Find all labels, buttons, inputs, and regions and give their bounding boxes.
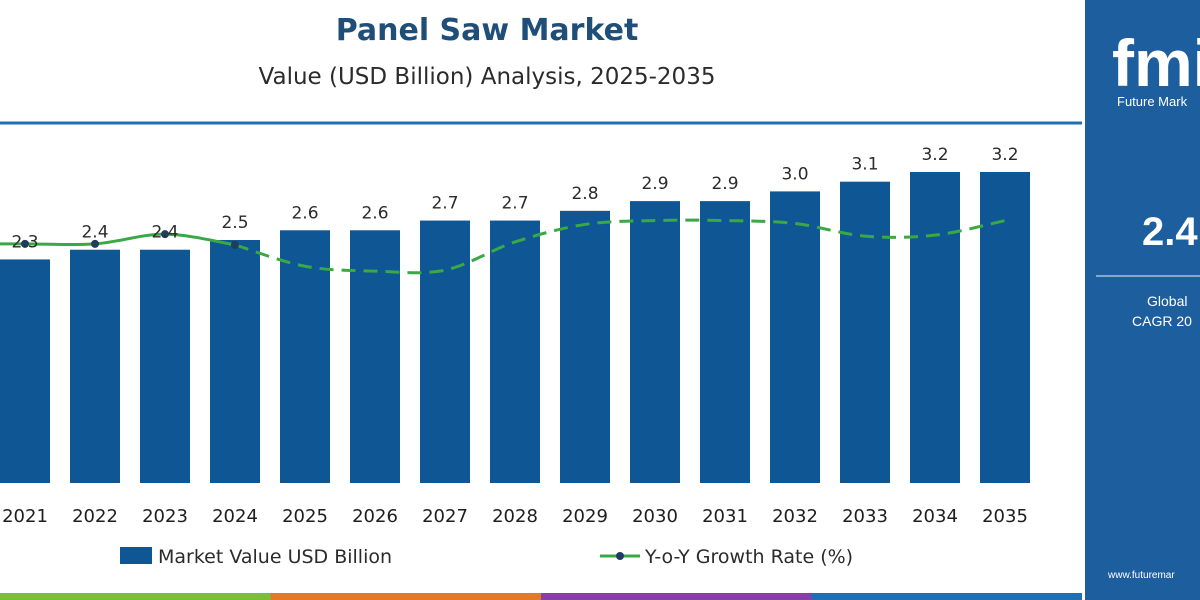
- bar-2028: [490, 220, 540, 483]
- bar-2034: [910, 171, 960, 483]
- data-label-2025: 2.6: [291, 203, 318, 223]
- x-tick-2024: 2024: [212, 506, 258, 527]
- data-label-2035: 3.2: [991, 145, 1018, 165]
- data-label-2027: 2.7: [431, 194, 458, 214]
- x-tick-2033: 2033: [842, 506, 888, 527]
- data-label-2033: 3.1: [851, 155, 878, 175]
- x-tick-2023: 2023: [142, 506, 188, 527]
- x-axis-ticks: 2021 2022 2023 2024 2025 2026 2027 2028 2029 2030…: [2, 506, 1028, 527]
- data-label-2026: 2.6: [361, 203, 388, 223]
- data-label-2031: 2.9: [711, 174, 738, 194]
- side-panel-background: [1085, 0, 1200, 600]
- data-label-2029: 2.8: [571, 184, 598, 204]
- x-tick-2026: 2026: [352, 506, 398, 527]
- x-tick-2034: 2034: [912, 506, 958, 527]
- bar-2030: [630, 201, 680, 483]
- data-label-2023: 2.4: [151, 223, 178, 243]
- data-label-2028: 2.7: [501, 194, 528, 214]
- bar-2031: [700, 201, 750, 483]
- data-label-2034: 3.2: [921, 145, 948, 165]
- x-tick-2030: 2030: [632, 506, 678, 527]
- footer-stripe-3: [541, 593, 812, 600]
- x-tick-2021: 2021: [2, 506, 48, 527]
- side-panel: fmi Future Mark 2.4 Global CAGR 20 www.f…: [1085, 0, 1200, 600]
- x-tick-2029: 2029: [562, 506, 608, 527]
- bar-2033: [840, 181, 890, 483]
- legend-line-label: Y-o-Y Growth Rate (%): [644, 546, 853, 568]
- bar-2026: [350, 230, 400, 483]
- footer-stripe-2: [270, 593, 541, 600]
- bars-group: [0, 171, 1030, 483]
- data-labels-group: 2.3 2.4 2.4 2.5 2.6 2.6 2.7 2.7 2.8 2.9 2.9 3.0 3.1 3…: [11, 145, 1018, 252]
- cagr-caption-line1: Global: [1147, 293, 1187, 309]
- data-label-2021: 2.3: [11, 232, 38, 252]
- legend-bar-swatch: [120, 547, 152, 564]
- bar-2022: [70, 249, 120, 483]
- legend-bar-label: Market Value USD Billion: [158, 546, 392, 568]
- bar-2025: [280, 230, 330, 483]
- x-tick-2035: 2035: [982, 506, 1028, 527]
- x-tick-2025: 2025: [282, 506, 328, 527]
- footer-stripe-4: [811, 593, 1082, 600]
- growth-line-group: [0, 218, 1006, 275]
- legend-line-marker: [616, 552, 624, 560]
- chart-title: Panel Saw Market: [336, 13, 639, 48]
- bar-2035: [980, 171, 1030, 483]
- bar-2023: [140, 249, 190, 483]
- x-tick-2032: 2032: [772, 506, 818, 527]
- legend: Market Value USD Billion Y-o-Y Growth Ra…: [120, 546, 853, 568]
- bar-2029: [560, 210, 610, 483]
- x-tick-2031: 2031: [702, 506, 748, 527]
- x-tick-2027: 2027: [422, 506, 468, 527]
- growth-marker-2024: [231, 240, 239, 249]
- bar-2032: [770, 191, 820, 483]
- footer-stripe-1: [0, 593, 271, 600]
- chart-subtitle: Value (USD Billion) Analysis, 2025-2035: [259, 64, 716, 90]
- x-tick-2028: 2028: [492, 506, 538, 527]
- data-label-2032: 3.0: [781, 164, 808, 184]
- growth-marker-2021: [21, 239, 29, 248]
- footer-stripes: [0, 593, 1082, 600]
- website-url: www.futuremar: [1107, 570, 1175, 581]
- data-label-2030: 2.9: [641, 174, 668, 194]
- data-label-2022: 2.4: [81, 223, 108, 243]
- bar-2024: [210, 240, 260, 483]
- cagr-caption-line2: CAGR 20: [1132, 313, 1192, 329]
- logo-caption: Future Mark: [1117, 94, 1188, 109]
- fmi-logo: fmi: [1112, 26, 1200, 100]
- growth-line-dashed: [234, 218, 1006, 275]
- cagr-value: 2.4: [1142, 210, 1198, 254]
- x-tick-2022: 2022: [72, 506, 118, 527]
- growth-marker-2023: [161, 230, 169, 239]
- bar-2027: [420, 220, 470, 483]
- bar-2021: [0, 259, 50, 483]
- data-label-2024: 2.5: [221, 213, 248, 233]
- growth-marker-2022: [91, 239, 99, 248]
